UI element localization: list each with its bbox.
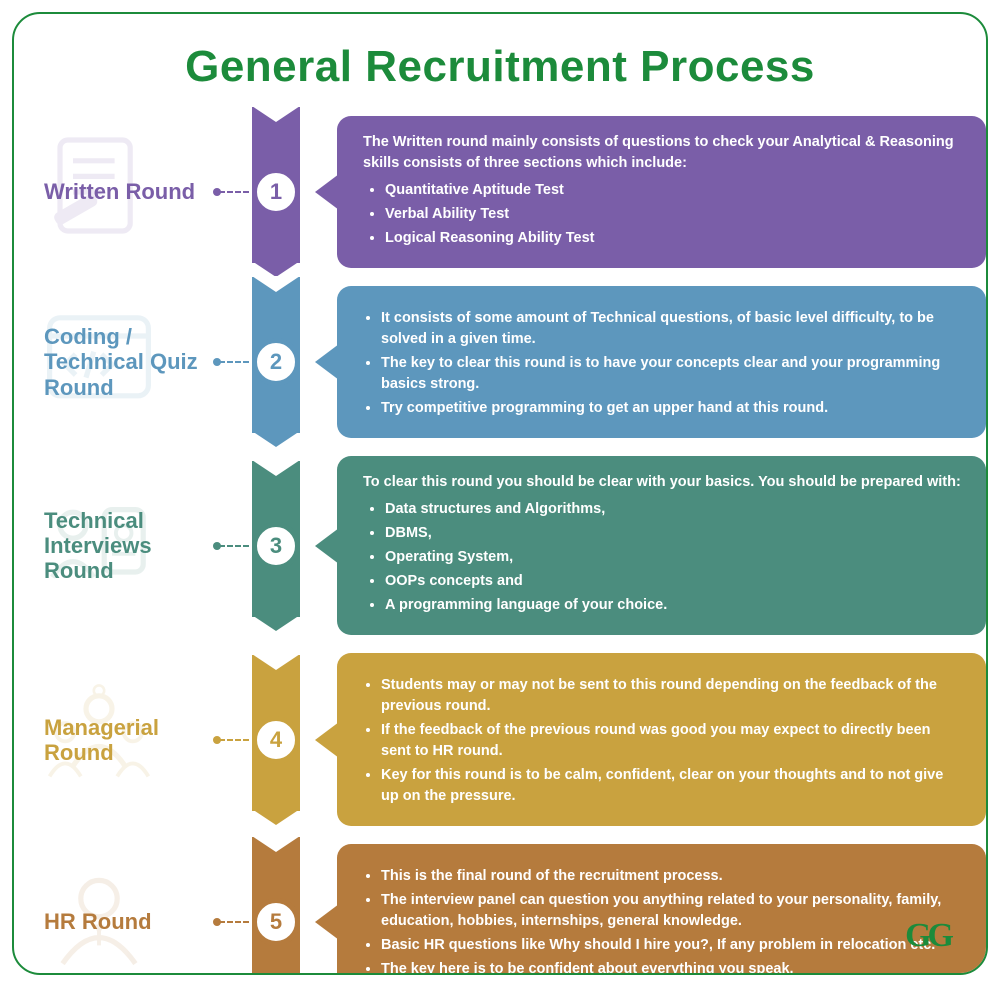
- card-bullet: Key for this round is to be calm, confid…: [381, 765, 964, 807]
- process-step: HR Round 5 This is the final round of the …: [44, 844, 986, 975]
- process-step: Managerial Round 4 Students may or may not…: [44, 653, 986, 826]
- card-bullet-list: Data structures and Algorithms, DBMS, Oper…: [363, 499, 964, 616]
- card-bullet: It consists of some amount of Technical …: [381, 308, 964, 350]
- brand-logo: GG: [905, 917, 950, 955]
- connector-line: [219, 361, 249, 363]
- step-label: Coding / Technical Quiz Round: [44, 324, 213, 400]
- step-badge-wrap: 2: [249, 338, 303, 386]
- card-bullet: Quantitative Aptitude Test: [385, 180, 964, 201]
- step-label: HR Round: [44, 909, 213, 934]
- step-number-badge: 5: [252, 898, 300, 946]
- steps-container: Written Round 1 The Written round mainly c…: [14, 116, 986, 975]
- card-bullet: The key to clear this round is to have y…: [381, 353, 964, 395]
- card-bullet: Operating System,: [385, 547, 964, 568]
- step-card-col: This is the final round of the recruitme…: [303, 844, 986, 975]
- step-label: Managerial Round: [44, 715, 213, 766]
- page-title: General Recruitment Process: [14, 42, 986, 92]
- card-pointer: [315, 528, 339, 564]
- step-number-badge: 3: [252, 522, 300, 570]
- card-bullet: Try competitive programming to get an up…: [381, 398, 964, 419]
- card-bullet-list: This is the final round of the recruitme…: [363, 866, 964, 975]
- process-step: Coding / Technical Quiz Round 2 It consist…: [44, 286, 986, 438]
- step-label-col: HR Round: [44, 909, 219, 934]
- card-pointer: [315, 174, 339, 210]
- card-pointer: [315, 904, 339, 940]
- infographic-frame: General Recruitment Process Written Roun…: [12, 12, 988, 975]
- step-label-col: Technical Interviews Round: [44, 508, 219, 584]
- card-pointer: [315, 344, 339, 380]
- step-label-col: Coding / Technical Quiz Round: [44, 324, 219, 400]
- connector-line: [219, 921, 249, 923]
- card-bullet: Students may or may not be sent to this …: [381, 675, 964, 717]
- step-label: Technical Interviews Round: [44, 508, 213, 584]
- card-bullet: The interview panel can question you any…: [381, 890, 964, 932]
- step-card-col: To clear this round you should be clear …: [303, 456, 986, 635]
- process-step: Technical Interviews Round 3 To clear this…: [44, 456, 986, 635]
- card-bullet: If the feedback of the previous round wa…: [381, 720, 964, 762]
- card-bullet-list: It consists of some amount of Technical …: [363, 308, 964, 419]
- card-intro-text: To clear this round you should be clear …: [363, 472, 964, 493]
- card-bullet: Data structures and Algorithms,: [385, 499, 964, 520]
- card-pointer: [315, 722, 339, 758]
- step-card-col: The Written round mainly consists of que…: [303, 116, 986, 268]
- step-number-badge: 4: [252, 716, 300, 764]
- step-badge-wrap: 4: [249, 716, 303, 764]
- step-number-badge: 2: [252, 338, 300, 386]
- card-bullet-list: Students may or may not be sent to this …: [363, 675, 964, 807]
- step-card-col: Students may or may not be sent to this …: [303, 653, 986, 826]
- connector-line: [219, 739, 249, 741]
- step-card: It consists of some amount of Technical …: [337, 286, 986, 438]
- step-badge-wrap: 3: [249, 522, 303, 570]
- process-step: Written Round 1 The Written round mainly c…: [44, 116, 986, 268]
- step-card: The Written round mainly consists of que…: [337, 116, 986, 268]
- step-label-col: Managerial Round: [44, 715, 219, 766]
- step-label: Written Round: [44, 179, 213, 204]
- card-bullet-list: Quantitative Aptitude Test Verbal Ability…: [363, 180, 964, 249]
- card-bullet: A programming language of your choice.: [385, 595, 964, 616]
- step-card: To clear this round you should be clear …: [337, 456, 986, 635]
- card-bullet: This is the final round of the recruitme…: [381, 866, 964, 887]
- card-bullet: Verbal Ability Test: [385, 204, 964, 225]
- step-badge-wrap: 5: [249, 898, 303, 946]
- card-bullet: OOPs concepts and: [385, 571, 964, 592]
- step-card: This is the final round of the recruitme…: [337, 844, 986, 975]
- step-badge-wrap: 1: [249, 168, 303, 216]
- card-bullet: The key here is to be confident about ev…: [381, 959, 964, 975]
- connector-line: [219, 545, 249, 547]
- step-number-badge: 1: [252, 168, 300, 216]
- card-bullet: DBMS,: [385, 523, 964, 544]
- card-bullet: Basic HR questions like Why should I hir…: [381, 935, 964, 956]
- step-card: Students may or may not be sent to this …: [337, 653, 986, 826]
- step-card-col: It consists of some amount of Technical …: [303, 286, 986, 438]
- connector-line: [219, 191, 249, 193]
- card-intro-text: The Written round mainly consists of que…: [363, 132, 964, 174]
- card-bullet: Logical Reasoning Ability Test: [385, 228, 964, 249]
- step-label-col: Written Round: [44, 179, 219, 204]
